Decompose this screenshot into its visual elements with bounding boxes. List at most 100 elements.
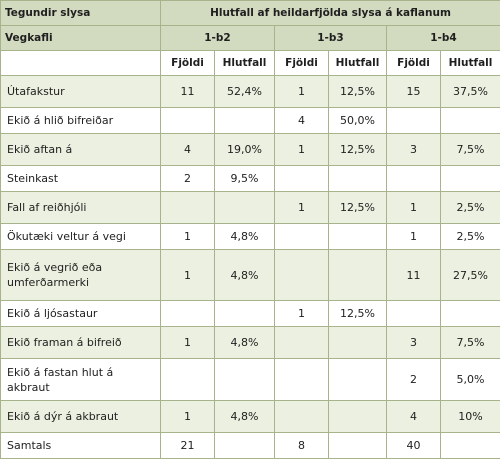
ratio-cell — [329, 359, 387, 401]
row-label: Ökutæki veltur á vegi — [1, 224, 161, 250]
header-row-1: Tegundir slysa Hlutfall af heildarfjölda… — [1, 1, 500, 26]
count-cell — [161, 108, 215, 134]
ratio-cell: 4,8% — [215, 224, 275, 250]
count-cell: 4 — [275, 108, 329, 134]
subheader-ratio: Hlutfall — [441, 51, 500, 76]
header-row-3: Fjöldi Hlutfall Fjöldi Hlutfall Fjöldi H… — [1, 51, 500, 76]
count-cell: 11 — [161, 76, 215, 108]
ratio-cell: 4,8% — [215, 250, 275, 301]
row-label: Steinkast — [1, 166, 161, 192]
ratio-cell — [441, 301, 500, 327]
ratio-cell: 19,0% — [215, 134, 275, 166]
ratio-cell: 7,5% — [441, 134, 500, 166]
ratio-cell — [441, 166, 500, 192]
count-cell — [275, 250, 329, 301]
ratio-cell: 7,5% — [441, 327, 500, 359]
count-cell: 3 — [387, 134, 441, 166]
ratio-cell: 12,5% — [329, 301, 387, 327]
ratio-cell — [329, 166, 387, 192]
count-cell — [275, 401, 329, 433]
count-cell: 15 — [387, 76, 441, 108]
count-cell — [275, 327, 329, 359]
ratio-cell: 2,5% — [441, 224, 500, 250]
subheader-count: Fjöldi — [275, 51, 329, 76]
count-cell: 1 — [161, 401, 215, 433]
subheader-ratio: Hlutfall — [215, 51, 275, 76]
count-cell — [387, 108, 441, 134]
ratio-cell — [329, 401, 387, 433]
ratio-cell: 9,5% — [215, 166, 275, 192]
ratio-cell: 2,5% — [441, 192, 500, 224]
ratio-cell: 10% — [441, 401, 500, 433]
count-cell: 1 — [275, 301, 329, 327]
ratio-cell: 27,5% — [441, 250, 500, 301]
ratio-cell — [329, 433, 387, 459]
ratio-cell: 4,8% — [215, 327, 275, 359]
ratio-cell: 52,4% — [215, 76, 275, 108]
ratio-cell — [215, 359, 275, 401]
row-label: Ekið á fastan hlut á akbraut — [1, 359, 161, 401]
row-label: Útafakstur — [1, 76, 161, 108]
ratio-cell — [215, 433, 275, 459]
header-section-1-b3: 1-b3 — [275, 26, 387, 51]
subheader-count: Fjöldi — [387, 51, 441, 76]
row-label: Ekið á hlið bifreiðar — [1, 108, 161, 134]
count-cell: 11 — [387, 250, 441, 301]
header-accident-types: Tegundir slysa — [1, 1, 161, 26]
ratio-cell: 12,5% — [329, 134, 387, 166]
count-cell: 1 — [275, 134, 329, 166]
ratio-cell: 5,0% — [441, 359, 500, 401]
count-cell — [387, 301, 441, 327]
row-label: Ekið aftan á — [1, 134, 161, 166]
ratio-cell — [441, 433, 500, 459]
count-cell — [161, 192, 215, 224]
ratio-cell: 37,5% — [441, 76, 500, 108]
ratio-cell — [215, 192, 275, 224]
ratio-cell — [329, 250, 387, 301]
subheader-ratio: Hlutfall — [329, 51, 387, 76]
count-cell: 1 — [161, 224, 215, 250]
count-cell: 1 — [275, 76, 329, 108]
count-cell: 8 — [275, 433, 329, 459]
ratio-cell — [215, 108, 275, 134]
count-cell: 1 — [161, 327, 215, 359]
ratio-cell — [441, 108, 500, 134]
ratio-cell: 50,0% — [329, 108, 387, 134]
ratio-cell: 4,8% — [215, 401, 275, 433]
ratio-cell: 12,5% — [329, 192, 387, 224]
count-cell: 4 — [161, 134, 215, 166]
header-section-1-b2: 1-b2 — [161, 26, 275, 51]
header-proportion: Hlutfall af heildarfjölda slysa á kaflan… — [161, 1, 500, 26]
row-label: Ekið framan á bifreið — [1, 327, 161, 359]
row-label: Ekið á ljósastaur — [1, 301, 161, 327]
count-cell — [275, 166, 329, 192]
row-label: Ekið á vegrið eða umferðarmerki — [1, 250, 161, 301]
count-cell: 21 — [161, 433, 215, 459]
row-label: Ekið á dýr á akbraut — [1, 401, 161, 433]
count-cell: 1 — [161, 250, 215, 301]
count-cell — [161, 359, 215, 401]
header-row-2: Vegkafli 1-b2 1-b3 1-b4 — [1, 26, 500, 51]
ratio-cell — [329, 224, 387, 250]
ratio-cell — [329, 327, 387, 359]
ratio-cell: 12,5% — [329, 76, 387, 108]
ratio-cell — [215, 301, 275, 327]
count-cell: 1 — [275, 192, 329, 224]
count-cell: 2 — [161, 166, 215, 192]
count-cell — [275, 359, 329, 401]
count-cell — [161, 301, 215, 327]
subheader-count: Fjöldi — [161, 51, 215, 76]
count-cell — [275, 224, 329, 250]
